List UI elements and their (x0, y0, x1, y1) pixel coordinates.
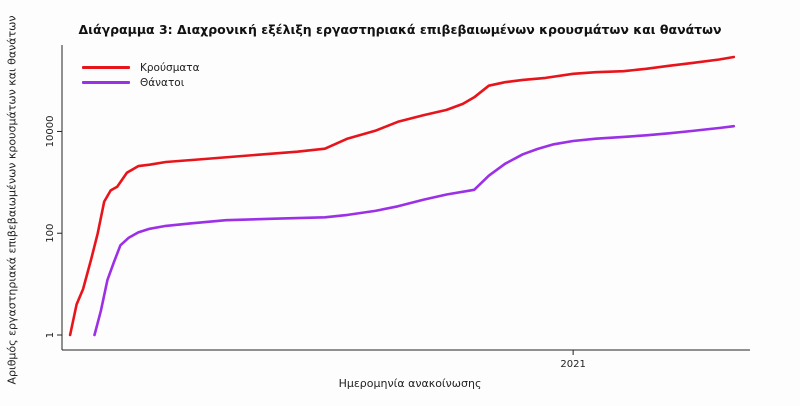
chart-title: Διάγραμμα 3: Διαχρονική εξέλιξη εργαστηρ… (78, 22, 722, 37)
x-axis-label: Ημερομηνία ανακοίνωσης (338, 377, 482, 390)
legend-swatch-cases (82, 66, 130, 69)
series-line-deaths (93, 124, 736, 337)
legend-item-cases: Κρούσματα (82, 60, 200, 75)
y-axis-label: Αριθμός εργαστηριακά επιβεβαιωμένων κρου… (5, 15, 19, 385)
y-tick-label: 1 (45, 332, 56, 338)
legend-item-deaths: Θάνατοι (82, 75, 200, 90)
y-tick-label: 100 (45, 224, 56, 243)
chart-legend: Κρούσματα Θάνατοι (82, 60, 200, 90)
legend-label-cases: Κρούσματα (140, 61, 200, 74)
legend-label-deaths: Θάνατοι (140, 76, 185, 89)
legend-swatch-deaths (82, 81, 130, 84)
series-line-cases (68, 55, 736, 337)
y-tick-label: 10000 (45, 116, 56, 148)
x-tick-label: 2021 (560, 359, 585, 370)
